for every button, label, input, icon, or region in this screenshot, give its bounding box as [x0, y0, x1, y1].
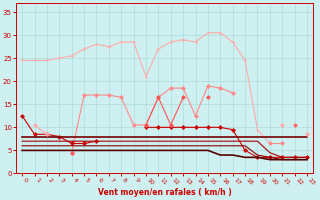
X-axis label: Vent moyen/en rafales ( km/h ): Vent moyen/en rafales ( km/h )	[98, 188, 231, 197]
